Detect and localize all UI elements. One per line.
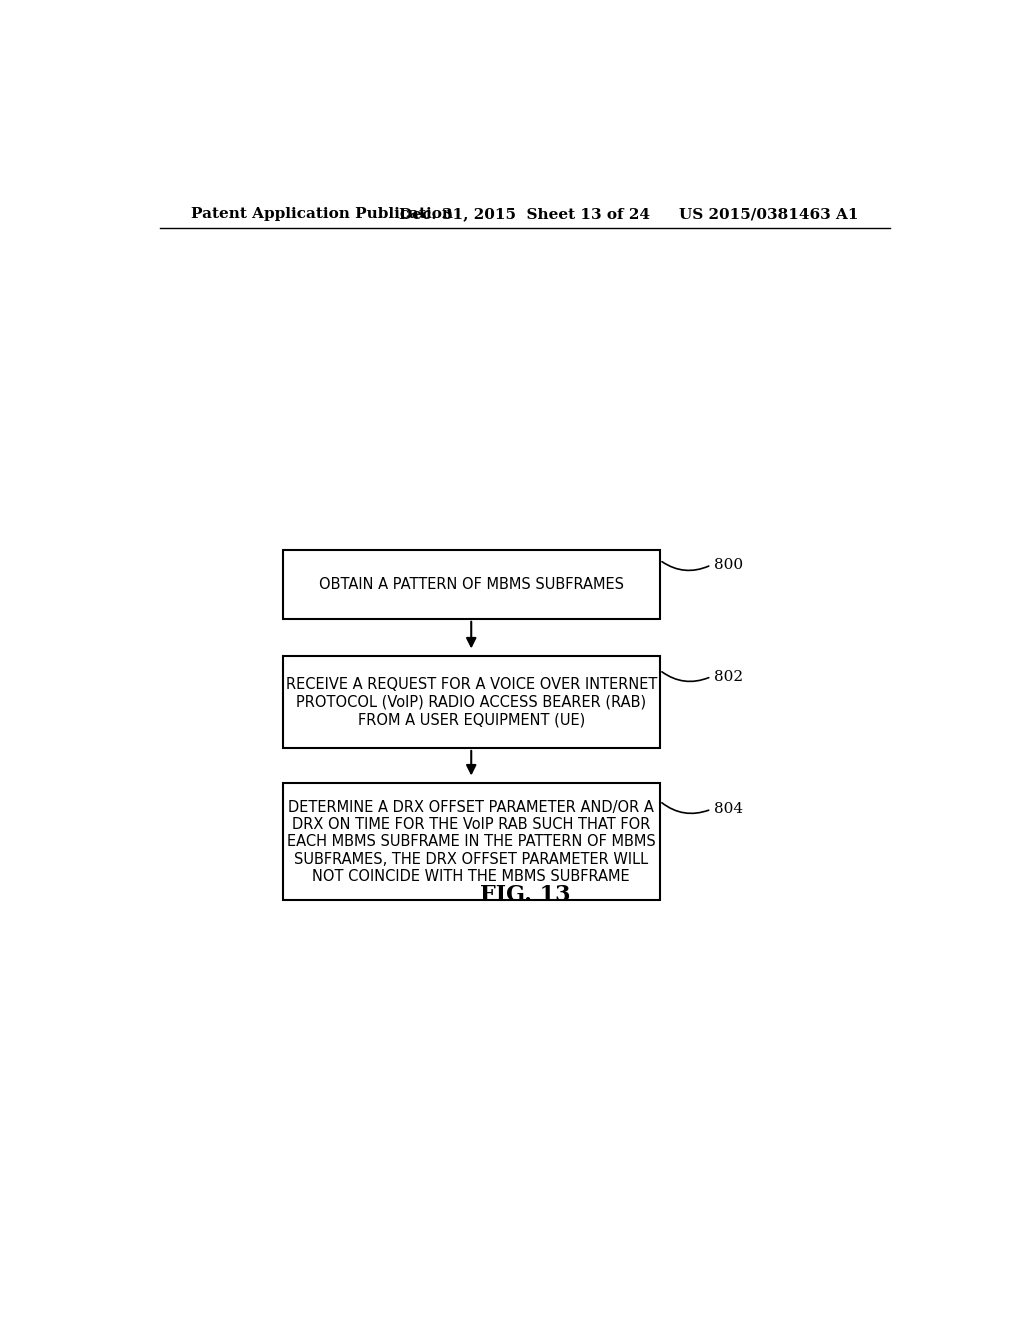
Text: Patent Application Publication: Patent Application Publication [191,207,454,222]
Text: Dec. 31, 2015  Sheet 13 of 24: Dec. 31, 2015 Sheet 13 of 24 [399,207,650,222]
Text: US 2015/0381463 A1: US 2015/0381463 A1 [679,207,858,222]
Text: 800: 800 [714,558,742,572]
FancyBboxPatch shape [283,656,659,748]
FancyBboxPatch shape [283,784,659,900]
Text: FIG. 13: FIG. 13 [479,884,570,907]
FancyBboxPatch shape [283,549,659,619]
Text: DETERMINE A DRX OFFSET PARAMETER AND/OR A
DRX ON TIME FOR THE VoIP RAB SUCH THAT: DETERMINE A DRX OFFSET PARAMETER AND/OR … [287,800,655,884]
Text: 804: 804 [714,803,742,816]
Text: RECEIVE A REQUEST FOR A VOICE OVER INTERNET
PROTOCOL (VoIP) RADIO ACCESS BEARER : RECEIVE A REQUEST FOR A VOICE OVER INTER… [286,677,657,727]
Text: OBTAIN A PATTERN OF MBMS SUBFRAMES: OBTAIN A PATTERN OF MBMS SUBFRAMES [318,577,624,591]
Text: 802: 802 [714,669,742,684]
